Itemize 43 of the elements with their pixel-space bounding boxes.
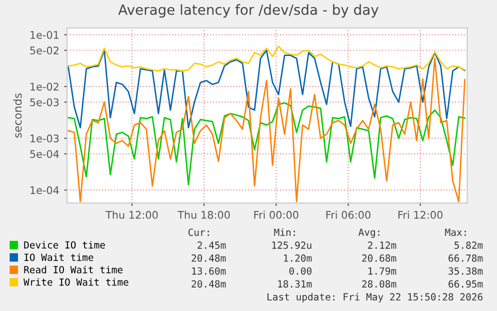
legend-label: IO Wait time (24, 253, 94, 261)
text: 2.45m (198, 242, 226, 249)
text: 66.95m (448, 280, 483, 288)
legend-label: Read IO Wait time (24, 266, 122, 274)
line-series (68, 50, 466, 128)
x-tick-label: Fri 06:00 (326, 210, 370, 219)
text: 20.48m (192, 280, 226, 288)
text: Min: (274, 228, 295, 236)
y-tick-label: 5e-04 (30, 150, 59, 158)
chart-title: Average latency for /dev/sda - by day (118, 4, 378, 18)
x-tick-label: Fri 00:00 (254, 210, 298, 219)
text: 13.60m (192, 267, 226, 275)
text: 20.68m (362, 254, 396, 262)
y-tick-label: 5e-02 (30, 46, 58, 54)
y-tick-label: 1e-04 (30, 186, 59, 194)
text: 0.00 (289, 267, 312, 275)
x-tick-label: Thu 12:00 (105, 210, 158, 219)
line-series (68, 58, 466, 202)
y-tick-label: 1e-02 (30, 82, 58, 91)
y-tick-label: 1e-03 (30, 134, 59, 142)
text: 1.20m (284, 254, 312, 262)
text: 20.48m (192, 254, 226, 262)
text: 1.79m (368, 267, 396, 275)
y-tick-label: 1e-01 (30, 30, 58, 39)
line-series (68, 46, 466, 72)
legend-label: Device IO time (24, 241, 105, 249)
text: 5.82m (454, 242, 483, 249)
x-tick-label: Thu 18:00 (178, 210, 230, 219)
text: Avg: (358, 228, 380, 238)
text: 66.78m (448, 254, 483, 262)
text: 2.12m (368, 242, 396, 249)
legend-label: Write IO Wait time (24, 278, 128, 286)
text: Last update: Fri May 22 15:50:28 2026 (268, 293, 482, 302)
text: Cur: (188, 228, 209, 236)
y-tick-label: 5e-03 (30, 98, 59, 106)
text: 18.31m (278, 280, 312, 288)
line-series (68, 102, 466, 186)
text: 125.92u (272, 242, 312, 249)
text: Max: (445, 228, 466, 236)
text: 35.38m (448, 267, 483, 275)
y-axis-title: seconds (13, 93, 22, 138)
text: 28.08m (362, 280, 396, 288)
x-tick-label: Fri 12:00 (398, 210, 443, 219)
